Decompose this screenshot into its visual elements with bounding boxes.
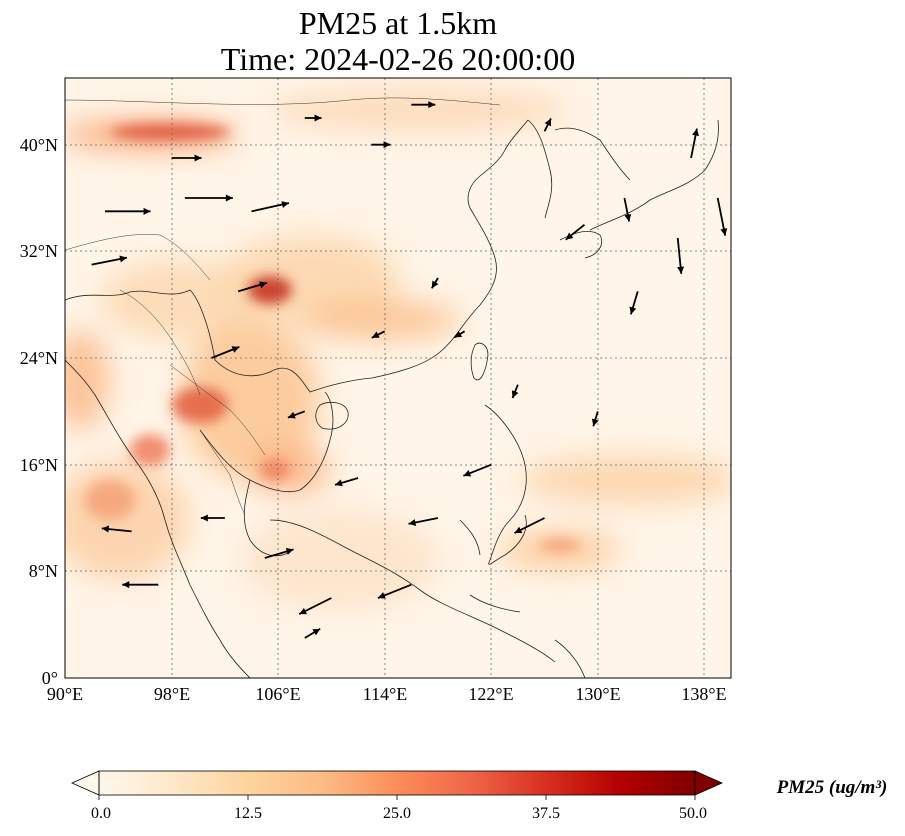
y-axis-ticks: 0° 8°N 16°N 24°N 32°N 40°N xyxy=(20,135,58,688)
colorbar-extend-min xyxy=(71,770,100,796)
y-tick-label: 32°N xyxy=(20,241,58,261)
x-tick-label: 98°E xyxy=(154,684,190,704)
wind-arrow xyxy=(264,548,294,559)
y-tick-label: 40°N xyxy=(20,135,58,155)
x-tick-label: 130°E xyxy=(575,684,620,704)
map-title-line1: PM25 at 1.5km xyxy=(299,5,497,41)
colorbar-tick-label: 50.0 xyxy=(679,805,707,822)
pm25-hotspots xyxy=(85,124,580,551)
wind-arrow xyxy=(690,128,699,159)
colorbar-gradient xyxy=(99,771,695,795)
wind-arrow xyxy=(251,201,290,213)
wind-arrow xyxy=(304,627,321,639)
wind-arrow xyxy=(716,197,728,236)
wind-arrow xyxy=(211,346,240,359)
wind-arrow xyxy=(676,237,685,274)
wind-arrow xyxy=(91,255,128,266)
colorbar-tick-label: 0.0 xyxy=(91,805,111,822)
wind-arrow xyxy=(411,101,436,109)
x-tick-label: 138°E xyxy=(681,684,726,704)
colorbar-label: PM25 (ug/m³) xyxy=(776,777,888,798)
wind-arrow xyxy=(298,597,332,615)
y-tick-label: 16°N xyxy=(20,455,58,475)
map-frame xyxy=(64,77,732,679)
x-tick-label: 114°E xyxy=(363,684,408,704)
wind-arrow xyxy=(184,194,233,202)
wind-arrow xyxy=(237,281,268,293)
country-borders xyxy=(65,97,501,516)
wind-arrow xyxy=(543,118,552,132)
x-tick-label: 122°E xyxy=(468,684,513,704)
wind-arrow xyxy=(371,141,391,149)
colorbar-tick-label: 12.5 xyxy=(234,805,262,822)
wind-arrow xyxy=(101,525,132,533)
y-tick-label: 0° xyxy=(42,668,58,688)
wind-arrow xyxy=(104,207,151,215)
wind-arrow xyxy=(200,514,225,522)
x-tick-label: 106°E xyxy=(255,684,300,704)
wind-arrow xyxy=(431,277,439,289)
map-panel xyxy=(65,78,731,678)
wind-arrow xyxy=(565,223,586,241)
wind-arrow xyxy=(304,114,322,122)
pm25-field xyxy=(65,88,731,610)
x-tick-label: 90°E xyxy=(47,684,83,704)
wind-arrow xyxy=(514,517,545,534)
wind-arrow xyxy=(463,463,492,477)
wind-arrow xyxy=(629,291,639,315)
colorbar: 0.0 12.5 25.0 37.5 50.0 PM25 (ug/m³) xyxy=(71,770,888,822)
colorbar-tick-label: 37.5 xyxy=(532,805,560,822)
x-axis-ticks: 90°E 98°E 106°E 114°E 122°E 130°E 138°E xyxy=(47,684,727,704)
wind-arrow xyxy=(122,581,159,589)
wind-arrow xyxy=(591,411,599,427)
colorbar-extend-max xyxy=(694,770,723,796)
map-gridlines xyxy=(65,78,731,678)
wind-arrow xyxy=(511,384,519,399)
wind-arrow xyxy=(371,330,386,339)
wind-arrow xyxy=(408,517,439,526)
wind-vectors xyxy=(91,101,728,639)
map-title-line2: Time: 2024-02-26 20:00:00 xyxy=(221,41,575,77)
wind-arrow xyxy=(287,410,306,419)
wind-arrow xyxy=(623,197,632,222)
wind-arrow xyxy=(334,477,359,487)
y-tick-label: 24°N xyxy=(20,348,58,368)
wind-arrow xyxy=(377,583,412,599)
wind-arrow xyxy=(453,330,466,339)
wind-arrow xyxy=(171,154,202,162)
y-tick-label: 8°N xyxy=(29,561,58,581)
colorbar-tick-label: 25.0 xyxy=(383,805,411,822)
